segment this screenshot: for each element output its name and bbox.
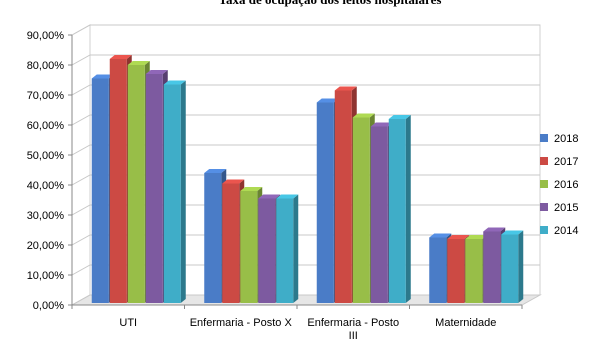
bar-front — [429, 237, 447, 303]
bar-front — [276, 198, 294, 303]
bar-front — [258, 198, 276, 303]
bar-front — [370, 126, 388, 303]
x-axis-labels: UTI Enfermaria - Posto X Enfermaria - Post… — [71, 304, 523, 342]
bar-top — [447, 235, 470, 239]
side-wall — [71, 24, 91, 306]
legend-item: 2014 — [540, 225, 578, 237]
y-axis-ticks: 0,00% 10,00% 20,00% 30,00% 40,00% 50,00% 60,00… — [27, 30, 73, 312]
bar — [276, 194, 299, 303]
bar-top — [483, 227, 506, 232]
bar-front — [127, 65, 145, 303]
legend: 2018 2017 2016 2015 2014 — [540, 133, 578, 237]
bar-side — [180, 80, 186, 303]
bar-top — [370, 122, 393, 127]
bar — [163, 80, 186, 303]
legend-swatch — [540, 134, 548, 142]
bar-front — [163, 84, 181, 303]
y-tick-label: 60,00% — [27, 120, 65, 132]
bar-top — [127, 61, 150, 65]
y-tick-label: 40,00% — [27, 180, 65, 192]
gridline — [71, 54, 540, 66]
y-tick-label: 80,00% — [27, 60, 65, 72]
legend-label: 2018 — [554, 133, 578, 145]
bar-side — [405, 115, 411, 303]
bar-front — [447, 239, 465, 303]
y-tick-label: 0,00% — [33, 300, 64, 312]
bar-side — [518, 230, 524, 303]
bar — [388, 115, 411, 303]
bar-top — [258, 194, 281, 199]
legend-swatch — [540, 226, 548, 234]
bar-top — [352, 113, 375, 118]
legend-item: 2018 — [540, 133, 578, 145]
bar-front — [240, 191, 258, 303]
bar-front — [109, 59, 127, 303]
bar-top — [388, 115, 411, 119]
legend-label: 2014 — [554, 225, 578, 237]
bar-top — [465, 235, 488, 239]
legend-swatch — [540, 157, 548, 165]
bar-side — [293, 194, 299, 303]
legend-item: 2015 — [540, 202, 578, 214]
bar-top — [145, 70, 168, 74]
bar-top — [204, 169, 227, 173]
chart-title: Taxa de ocupação dos leitos hospitalares — [120, 0, 540, 8]
y-tick-label: 50,00% — [27, 150, 65, 162]
x-tick-label: Enfermaria - Posto X — [190, 317, 293, 329]
bar-front — [465, 239, 483, 303]
legend-label: 2016 — [554, 179, 578, 191]
gridline — [71, 24, 540, 36]
x-tick-label: Enfermaria - Posto III — [307, 317, 399, 342]
bar-top — [240, 187, 263, 191]
bar-front — [222, 183, 240, 303]
y-tick-label: 10,00% — [27, 270, 65, 282]
legend-item: 2017 — [540, 156, 578, 168]
bar-top — [91, 74, 114, 79]
y-tick-label: 30,00% — [27, 210, 65, 222]
y-tick-label: 20,00% — [27, 240, 65, 252]
gridline — [71, 84, 540, 96]
bar-top — [163, 80, 186, 85]
bar-top — [276, 194, 299, 199]
bar-front — [204, 173, 222, 303]
x-tick-label: Maternidade — [435, 317, 496, 329]
bar-front — [388, 119, 406, 303]
bar-front — [483, 231, 501, 303]
gridline — [71, 114, 540, 126]
bar-top — [429, 233, 452, 238]
bar-front — [501, 234, 519, 303]
legend-label: 2017 — [554, 156, 578, 168]
chart-title-container: Taxa de ocupação dos leitos hospitalares — [120, 0, 540, 10]
x-tick-label: UTI — [119, 317, 137, 329]
bar-top — [222, 179, 245, 184]
legend-swatch — [540, 180, 548, 188]
bars — [91, 55, 524, 303]
bar-top — [501, 230, 524, 235]
bar-front — [334, 90, 352, 303]
legend-label: 2015 — [554, 202, 578, 214]
y-tick-label: 70,00% — [27, 90, 65, 102]
bar-top — [316, 98, 339, 103]
bar-top — [109, 55, 132, 59]
bar-front — [145, 74, 163, 303]
legend-item: 2016 — [540, 179, 578, 191]
y-tick-label: 90,00% — [27, 30, 65, 42]
bar-top — [334, 86, 357, 91]
legend-swatch — [540, 203, 548, 211]
bar-front — [316, 102, 334, 303]
bar — [501, 230, 524, 303]
bar-front — [91, 78, 109, 303]
bar-front — [352, 117, 370, 303]
